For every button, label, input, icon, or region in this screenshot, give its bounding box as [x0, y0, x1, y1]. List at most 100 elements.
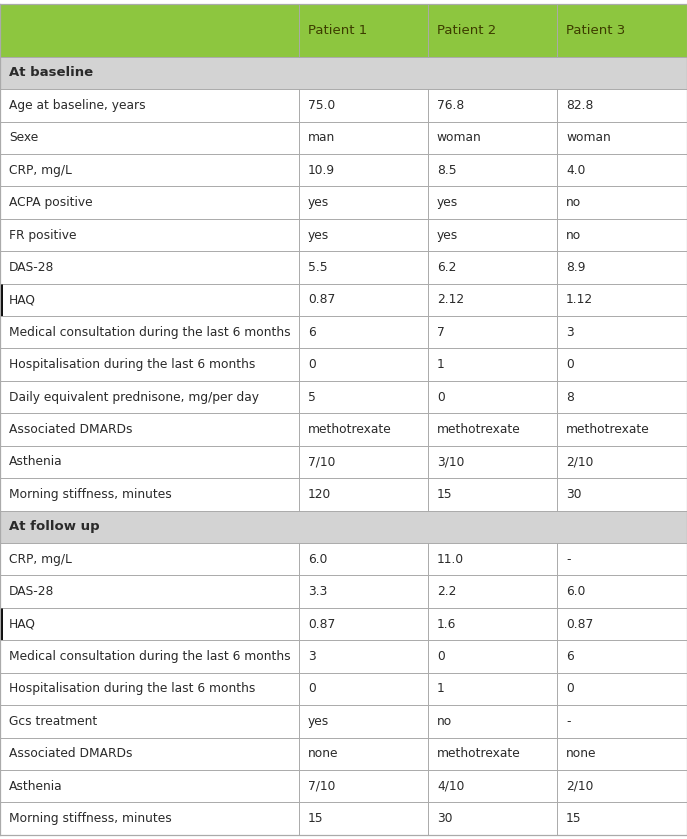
Text: 82.8: 82.8 [566, 99, 594, 112]
Text: 0.87: 0.87 [566, 618, 594, 631]
Text: 8.5: 8.5 [437, 164, 457, 177]
Text: methotrexate: methotrexate [437, 748, 521, 760]
Text: 30: 30 [566, 487, 582, 501]
Text: yes: yes [308, 228, 329, 242]
Text: Gcs treatment: Gcs treatment [9, 715, 97, 727]
Text: 4.0: 4.0 [566, 164, 585, 177]
Text: 2.2: 2.2 [437, 585, 456, 598]
Text: yes: yes [308, 715, 329, 727]
Text: 5: 5 [308, 391, 315, 404]
Bar [0, 122, 687, 154]
Text: 10.9: 10.9 [308, 164, 335, 177]
Text: yes: yes [437, 228, 458, 242]
Bar [0, 414, 687, 446]
Text: 2/10: 2/10 [566, 456, 594, 468]
Text: no: no [566, 196, 581, 209]
Text: DAS-28: DAS-28 [9, 585, 54, 598]
Text: methotrexate: methotrexate [437, 423, 521, 436]
Text: 15: 15 [308, 812, 324, 825]
Text: Medical consultation during the last 6 months: Medical consultation during the last 6 m… [9, 650, 291, 663]
Text: methotrexate: methotrexate [308, 423, 392, 436]
Text: 0: 0 [437, 391, 444, 404]
Bar [0, 576, 687, 607]
Text: -: - [566, 553, 571, 565]
Bar [0, 284, 687, 316]
Text: none: none [566, 748, 596, 760]
Text: At baseline: At baseline [9, 66, 93, 80]
Text: Daily equivalent prednisone, mg/per day: Daily equivalent prednisone, mg/per day [9, 391, 259, 404]
Text: Patient 1: Patient 1 [308, 24, 367, 37]
Bar [0, 705, 687, 737]
Text: 3: 3 [308, 650, 315, 663]
Text: Associated DMARDs: Associated DMARDs [9, 423, 133, 436]
Text: Associated DMARDs: Associated DMARDs [9, 748, 133, 760]
Text: -: - [566, 715, 571, 727]
Text: 0: 0 [308, 682, 315, 696]
Text: 75.0: 75.0 [308, 99, 335, 112]
Text: 1.12: 1.12 [566, 294, 593, 306]
Text: 6: 6 [308, 326, 315, 339]
Bar [0, 673, 687, 705]
Text: methotrexate: methotrexate [566, 423, 650, 436]
Text: 15: 15 [437, 487, 453, 501]
Bar [0, 4, 687, 57]
Text: FR positive: FR positive [9, 228, 76, 242]
Text: 3/10: 3/10 [437, 456, 464, 468]
Text: 5.5: 5.5 [308, 261, 328, 274]
Text: 1: 1 [437, 682, 444, 696]
Bar [0, 154, 687, 186]
Text: CRP, mg/L: CRP, mg/L [9, 553, 72, 565]
Text: Age at baseline, years: Age at baseline, years [9, 99, 146, 112]
Text: woman: woman [437, 131, 482, 144]
Text: Morning stiffness, minutes: Morning stiffness, minutes [9, 812, 172, 825]
Text: 0.87: 0.87 [308, 294, 335, 306]
Text: 2.12: 2.12 [437, 294, 464, 306]
Text: 8.9: 8.9 [566, 261, 585, 274]
Bar [0, 446, 687, 478]
Bar [0, 770, 687, 802]
Bar [0, 348, 687, 381]
Text: 30: 30 [437, 812, 453, 825]
Text: woman: woman [566, 131, 611, 144]
Text: 0: 0 [437, 650, 444, 663]
Text: Medical consultation during the last 6 months: Medical consultation during the last 6 m… [9, 326, 291, 339]
Text: 7/10: 7/10 [308, 779, 335, 793]
Text: yes: yes [308, 196, 329, 209]
Text: 4/10: 4/10 [437, 779, 464, 793]
Bar [0, 802, 687, 835]
Text: 1.6: 1.6 [437, 618, 456, 631]
Text: 76.8: 76.8 [437, 99, 464, 112]
Text: Hospitalisation during the last 6 months: Hospitalisation during the last 6 months [9, 358, 256, 371]
Text: 8: 8 [566, 391, 574, 404]
Text: 6.0: 6.0 [308, 553, 327, 565]
Text: 0.87: 0.87 [308, 618, 335, 631]
Bar [0, 89, 687, 122]
Text: At follow up: At follow up [9, 520, 100, 534]
Text: 7: 7 [437, 326, 444, 339]
Text: HAQ: HAQ [9, 618, 36, 631]
Text: 120: 120 [308, 487, 331, 501]
Bar [0, 251, 687, 284]
Text: 15: 15 [566, 812, 582, 825]
Text: Morning stiffness, minutes: Morning stiffness, minutes [9, 487, 172, 501]
Text: Patient 3: Patient 3 [566, 24, 625, 37]
Text: 0: 0 [566, 358, 574, 371]
Text: 7/10: 7/10 [308, 456, 335, 468]
Text: 11.0: 11.0 [437, 553, 464, 565]
Bar [0, 381, 687, 414]
Bar [0, 316, 687, 348]
Text: DAS-28: DAS-28 [9, 261, 54, 274]
Text: Asthenia: Asthenia [9, 456, 63, 468]
Text: Asthenia: Asthenia [9, 779, 63, 793]
Text: 6.0: 6.0 [566, 585, 585, 598]
Text: none: none [308, 748, 338, 760]
Bar [0, 543, 687, 576]
Text: 3.3: 3.3 [308, 585, 327, 598]
Text: 3: 3 [566, 326, 574, 339]
Text: Sexe: Sexe [9, 131, 38, 144]
Bar [0, 186, 687, 219]
Text: Patient 2: Patient 2 [437, 24, 496, 37]
Text: no: no [566, 228, 581, 242]
Bar [0, 640, 687, 673]
Text: ACPA positive: ACPA positive [9, 196, 93, 209]
